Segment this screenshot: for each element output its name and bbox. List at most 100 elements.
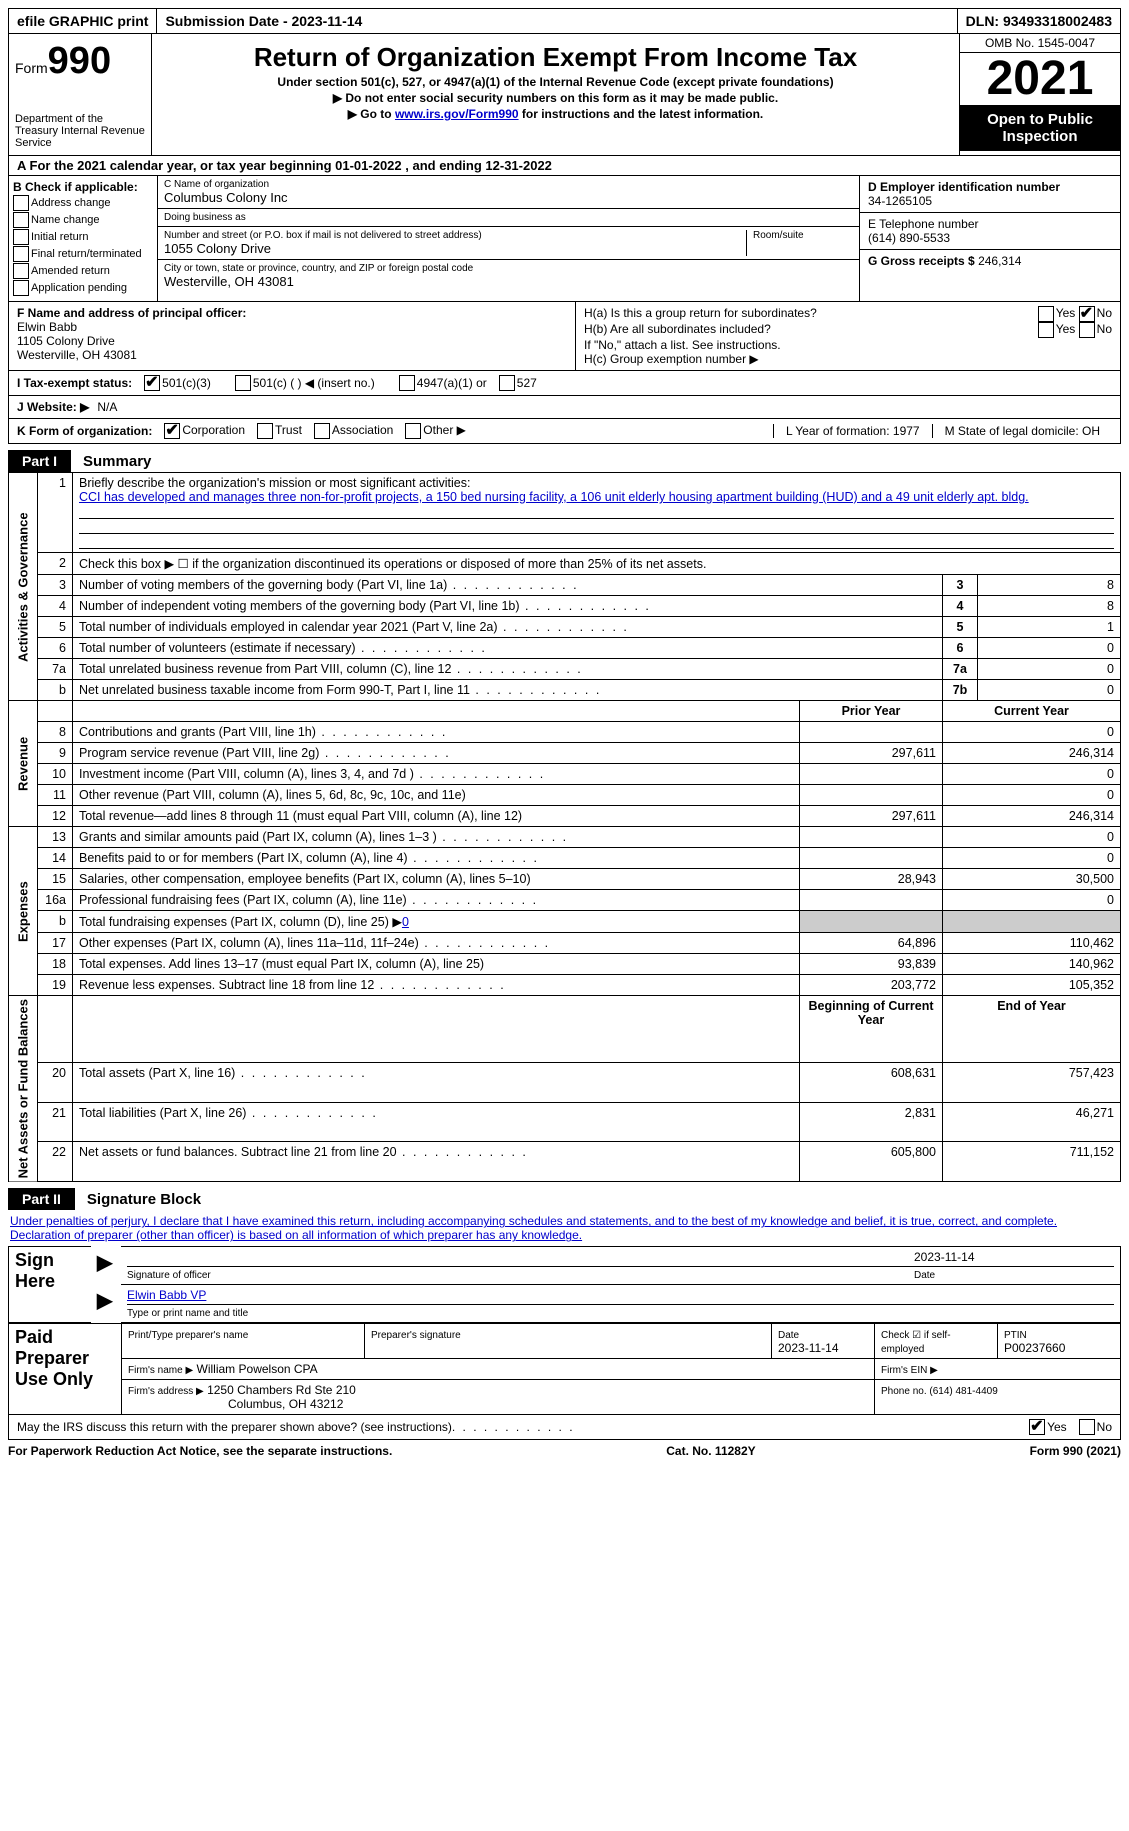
- line-12: Total revenue—add lines 8 through 11 (mu…: [79, 809, 522, 823]
- h-c-label: H(c) Group exemption number ▶: [584, 352, 1112, 366]
- open-public-label: Open to Public Inspection: [960, 105, 1120, 151]
- cb-501c3[interactable]: 501(c)(3): [162, 376, 211, 390]
- h-b-note: If "No," attach a list. See instructions…: [584, 338, 1112, 352]
- gross-label: G Gross receipts $: [868, 254, 975, 268]
- self-employed-check: Check ☑ if self-employed: [881, 1330, 951, 1355]
- cb-association[interactable]: Association: [332, 423, 393, 437]
- part-2-title: Signature Block: [75, 1191, 201, 1208]
- officer-group-row: F Name and address of principal officer:…: [8, 302, 1121, 371]
- end-year-hdr: End of Year: [943, 996, 1121, 1063]
- line-3: Number of voting members of the governin…: [79, 578, 447, 592]
- tax-status-row: I Tax-exempt status: 501(c)(3) 501(c) ( …: [8, 371, 1121, 396]
- val-6: 0: [978, 638, 1121, 659]
- val-7a: 0: [978, 659, 1121, 680]
- dln: DLN: 93493318002483: [958, 9, 1120, 33]
- sig-declaration: Under penalties of perjury, I declare th…: [8, 1210, 1121, 1246]
- line-2: Check this box ▶ ☐ if the organization d…: [73, 553, 1121, 575]
- vert-revenue: Revenue: [9, 701, 38, 827]
- form-header: Form990 Department of the Treasury Inter…: [8, 34, 1121, 156]
- sig-date-label: Date: [914, 1270, 935, 1281]
- tel-label: E Telephone number: [868, 217, 1112, 231]
- line-8: Contributions and grants (Part VIII, lin…: [79, 725, 316, 739]
- year-formation: L Year of formation: 1977: [773, 424, 932, 438]
- firm-phone: Phone no. (614) 481-4409: [881, 1386, 998, 1397]
- firm-name-value: William Powelson CPA: [197, 1362, 318, 1376]
- line-15: Salaries, other compensation, employee b…: [79, 872, 531, 886]
- firm-addr-1: 1250 Chambers Rd Ste 210: [207, 1383, 356, 1397]
- discuss-yes[interactable]: Yes: [1047, 1420, 1067, 1434]
- line-18: Total expenses. Add lines 13–17 (must eq…: [79, 957, 484, 971]
- box-f: F Name and address of principal officer:…: [9, 302, 576, 370]
- website-value: N/A: [97, 400, 117, 414]
- line-22: Net assets or fund balances. Subtract li…: [79, 1145, 397, 1159]
- arrow-icon: ▶: [97, 1288, 112, 1313]
- room-label: Room/suite: [753, 230, 853, 241]
- val-5: 1: [978, 617, 1121, 638]
- org-name: Columbus Colony Inc: [164, 190, 853, 205]
- sign-here-label: Sign Here: [9, 1247, 92, 1323]
- cb-initial-return[interactable]: Initial return: [13, 229, 153, 245]
- part-1-header: Part I Summary: [8, 450, 1121, 472]
- cb-app-pending[interactable]: Application pending: [13, 280, 153, 296]
- state-domicile: M State of legal domicile: OH: [932, 424, 1112, 438]
- line-10: Investment income (Part VIII, column (A)…: [79, 767, 414, 781]
- cb-501c[interactable]: 501(c) ( ) ◀ (insert no.): [253, 376, 375, 390]
- vert-net-assets: Net Assets or Fund Balances: [9, 996, 38, 1182]
- section-a: A For the 2021 calendar year, or tax yea…: [8, 156, 1121, 176]
- begin-year-hdr: Beginning of Current Year: [800, 996, 943, 1063]
- cb-trust[interactable]: Trust: [275, 423, 302, 437]
- subtitle-3: ▶ Go to www.irs.gov/Form990 for instruct…: [158, 107, 953, 121]
- line-13: Grants and similar amounts paid (Part IX…: [79, 830, 437, 844]
- form990-link[interactable]: www.irs.gov/Form990: [395, 107, 519, 121]
- line-17: Other expenses (Part IX, column (A), lin…: [79, 936, 419, 950]
- line-14: Benefits paid to or for members (Part IX…: [79, 851, 408, 865]
- form-number: Form990: [15, 40, 145, 83]
- fundraising-val[interactable]: 0: [402, 915, 409, 929]
- org-name-label: C Name of organization: [164, 179, 853, 190]
- officer-addr1: 1105 Colony Drive: [17, 334, 115, 348]
- vert-expenses: Expenses: [9, 827, 38, 996]
- ptin-value: P00237660: [1004, 1341, 1065, 1355]
- line-19: Revenue less expenses. Subtract line 18 …: [79, 978, 374, 992]
- website-label: J Website: ▶: [17, 400, 89, 414]
- efile-label: efile GRAPHIC print: [9, 9, 157, 33]
- mission-text[interactable]: CCI has developed and manages three non-…: [79, 490, 1029, 504]
- cb-final-return[interactable]: Final return/terminated: [13, 246, 153, 262]
- summary-table: Activities & Governance 1 Briefly descri…: [8, 472, 1121, 1182]
- form-label: Form: [15, 60, 48, 76]
- sig-date-value: 2023-11-14: [914, 1250, 1114, 1267]
- gross-value: 246,314: [978, 254, 1021, 268]
- prep-date-label: Date: [778, 1330, 799, 1341]
- h-a-label: H(a) Is this a group return for subordin…: [584, 306, 817, 322]
- val-4: 8: [978, 596, 1121, 617]
- cb-4947[interactable]: 4947(a)(1) or: [417, 376, 487, 390]
- cb-corporation[interactable]: Corporation: [182, 423, 245, 437]
- officer-name-title[interactable]: Elwin Babb VP: [127, 1288, 206, 1302]
- cb-other[interactable]: Other ▶: [423, 423, 466, 437]
- box-b: B Check if applicable: Address change Na…: [9, 176, 158, 301]
- line-7b: Net unrelated business taxable income fr…: [79, 683, 470, 697]
- form-org-label: K Form of organization:: [17, 424, 152, 438]
- address-label: Number and street (or P.O. box if mail i…: [164, 230, 746, 241]
- line-6: Total number of volunteers (estimate if …: [79, 641, 356, 655]
- form-num: 990: [48, 40, 111, 82]
- discuss-no[interactable]: No: [1097, 1420, 1112, 1434]
- footer-right: Form 990 (2021): [1030, 1444, 1121, 1458]
- cb-527[interactable]: 527: [517, 376, 537, 390]
- arrow-icon: ▶: [97, 1250, 112, 1275]
- officer-name: Elwin Babb: [17, 320, 77, 334]
- submission-date: Submission Date - 2023-11-14: [157, 9, 957, 33]
- line-4: Number of independent voting members of …: [79, 599, 520, 613]
- line-11: Other revenue (Part VIII, column (A), li…: [79, 788, 466, 802]
- box-d: D Employer identification number 34-1265…: [859, 176, 1120, 301]
- dba-label: Doing business as: [164, 212, 853, 223]
- cb-amended-return[interactable]: Amended return: [13, 263, 153, 279]
- website-row: J Website: ▶ N/A: [8, 396, 1121, 419]
- tax-status-label: I Tax-exempt status:: [17, 376, 132, 390]
- cb-address-change[interactable]: Address change: [13, 195, 153, 211]
- cb-name-change[interactable]: Name change: [13, 212, 153, 228]
- type-name-label: Type or print name and title: [127, 1308, 248, 1319]
- box-c: C Name of organization Columbus Colony I…: [158, 176, 859, 301]
- top-bar: efile GRAPHIC print Submission Date - 20…: [8, 8, 1121, 34]
- val-7b: 0: [978, 680, 1121, 701]
